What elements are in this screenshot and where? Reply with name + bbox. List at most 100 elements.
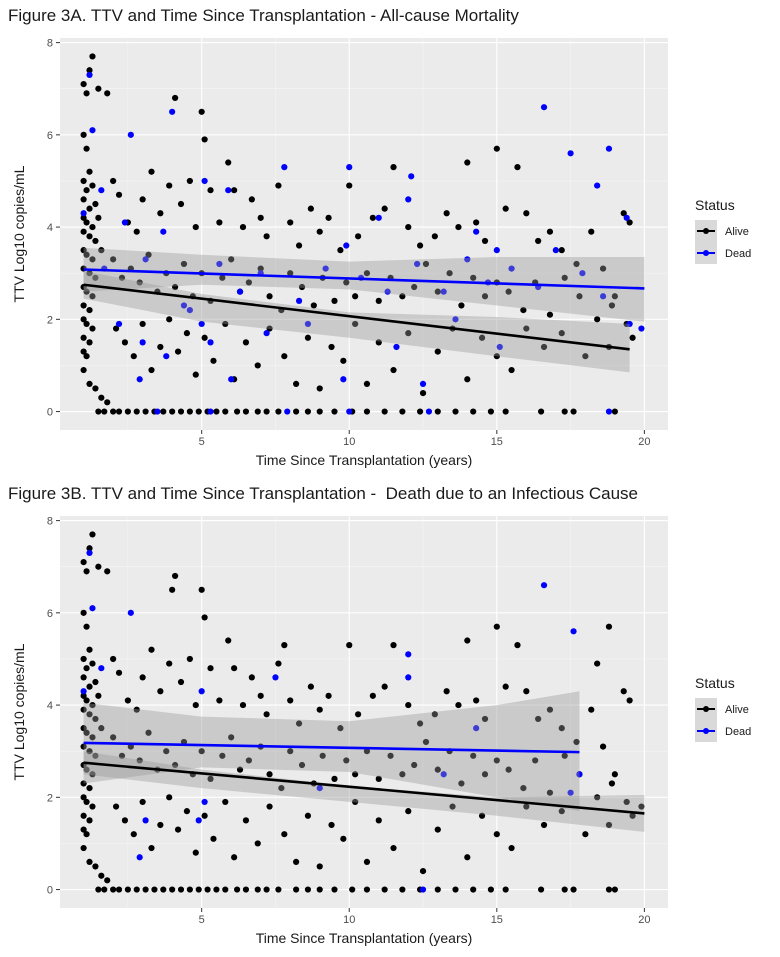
- point-alive: [115, 191, 123, 198]
- ci-band-alive: [83, 270, 630, 373]
- point-alive: [145, 729, 152, 736]
- point-alive: [464, 854, 471, 861]
- point-alive: [101, 886, 108, 893]
- point-alive: [257, 265, 264, 272]
- point-alive: [419, 390, 427, 397]
- point-alive: [411, 283, 418, 291]
- point-alive: [242, 339, 250, 346]
- x-tick-label: 15: [491, 436, 503, 448]
- point-alive: [95, 692, 102, 699]
- point-alive: [375, 817, 382, 824]
- point-alive: [588, 228, 595, 235]
- point-alive: [89, 531, 96, 538]
- point-dead: [201, 798, 208, 806]
- point-alive: [340, 357, 347, 364]
- point-alive: [266, 771, 273, 778]
- point-alive: [110, 734, 117, 741]
- legend-key-point: [703, 728, 709, 734]
- point-alive: [390, 366, 397, 374]
- point-alive: [157, 688, 164, 695]
- point-alive: [95, 886, 102, 893]
- ci-band-dead: [83, 247, 645, 322]
- point-dead: [414, 260, 421, 268]
- point-alive: [80, 844, 87, 852]
- point-alive: [275, 886, 282, 893]
- point-alive: [298, 761, 306, 769]
- point-alive: [275, 660, 282, 667]
- point-alive: [86, 67, 93, 74]
- point-alive: [80, 794, 87, 801]
- points: [80, 53, 645, 415]
- point-alive: [363, 886, 371, 893]
- point-alive: [599, 743, 607, 750]
- point-alive: [92, 385, 99, 392]
- point-alive: [352, 320, 359, 328]
- point-alive: [281, 831, 288, 838]
- point-dead: [201, 177, 208, 185]
- point-alive: [434, 886, 441, 893]
- point-alive: [331, 297, 338, 304]
- point-alive: [254, 840, 261, 847]
- point-alive: [207, 187, 214, 194]
- point-alive: [532, 757, 539, 764]
- point-alive: [505, 288, 512, 295]
- point-alive: [304, 886, 312, 893]
- point-alive: [352, 798, 359, 806]
- point-alive: [80, 826, 87, 833]
- point-alive: [177, 678, 185, 686]
- point-dead: [142, 817, 149, 824]
- x-axis-title: Time Since Transplantation (years): [256, 930, 473, 946]
- point-dead: [272, 674, 279, 681]
- point-dead: [623, 214, 630, 221]
- point-alive: [535, 715, 542, 723]
- point-alive: [98, 247, 105, 254]
- point-alive: [133, 886, 140, 893]
- point-alive: [95, 563, 102, 570]
- point-alive: [502, 886, 509, 893]
- point-alive: [198, 748, 205, 755]
- point-alive: [254, 362, 261, 369]
- point-alive: [169, 408, 176, 415]
- point-alive: [233, 408, 241, 415]
- x-tick-label: 5: [199, 436, 205, 448]
- point-alive: [535, 237, 542, 245]
- point-alive: [455, 223, 462, 231]
- point-alive: [210, 357, 217, 364]
- point-alive: [231, 854, 238, 861]
- point-alive: [92, 863, 99, 870]
- point-alive: [443, 688, 450, 695]
- point-alive: [363, 380, 371, 387]
- point-dead: [473, 228, 480, 235]
- point-alive: [110, 655, 117, 663]
- point-alive: [620, 688, 627, 695]
- point-alive: [594, 660, 601, 667]
- point-alive: [594, 316, 601, 323]
- point-alive: [80, 196, 87, 203]
- fit-line-dead: [83, 741, 580, 754]
- point-alive: [89, 256, 96, 263]
- point-alive: [254, 408, 261, 415]
- point-alive: [110, 886, 117, 893]
- point-alive: [139, 196, 146, 203]
- point-alive: [195, 408, 202, 415]
- point-alive: [570, 408, 577, 415]
- point-alive: [201, 334, 208, 341]
- point-alive: [124, 886, 131, 893]
- point-alive: [316, 228, 323, 235]
- point-alive: [328, 343, 335, 351]
- point-alive: [160, 886, 167, 893]
- point-alive: [89, 701, 96, 709]
- legend-title: Status: [695, 675, 735, 691]
- point-alive: [573, 738, 580, 746]
- point-alive: [110, 256, 117, 263]
- point-alive: [133, 706, 140, 713]
- point-alive: [130, 353, 137, 360]
- point-alive: [546, 311, 554, 318]
- point-alive: [225, 159, 232, 166]
- point-dead: [473, 725, 480, 732]
- point-alive: [228, 734, 235, 741]
- point-alive: [104, 568, 111, 575]
- point-alive: [399, 771, 406, 778]
- point-dead: [440, 288, 447, 295]
- point-alive: [204, 886, 211, 893]
